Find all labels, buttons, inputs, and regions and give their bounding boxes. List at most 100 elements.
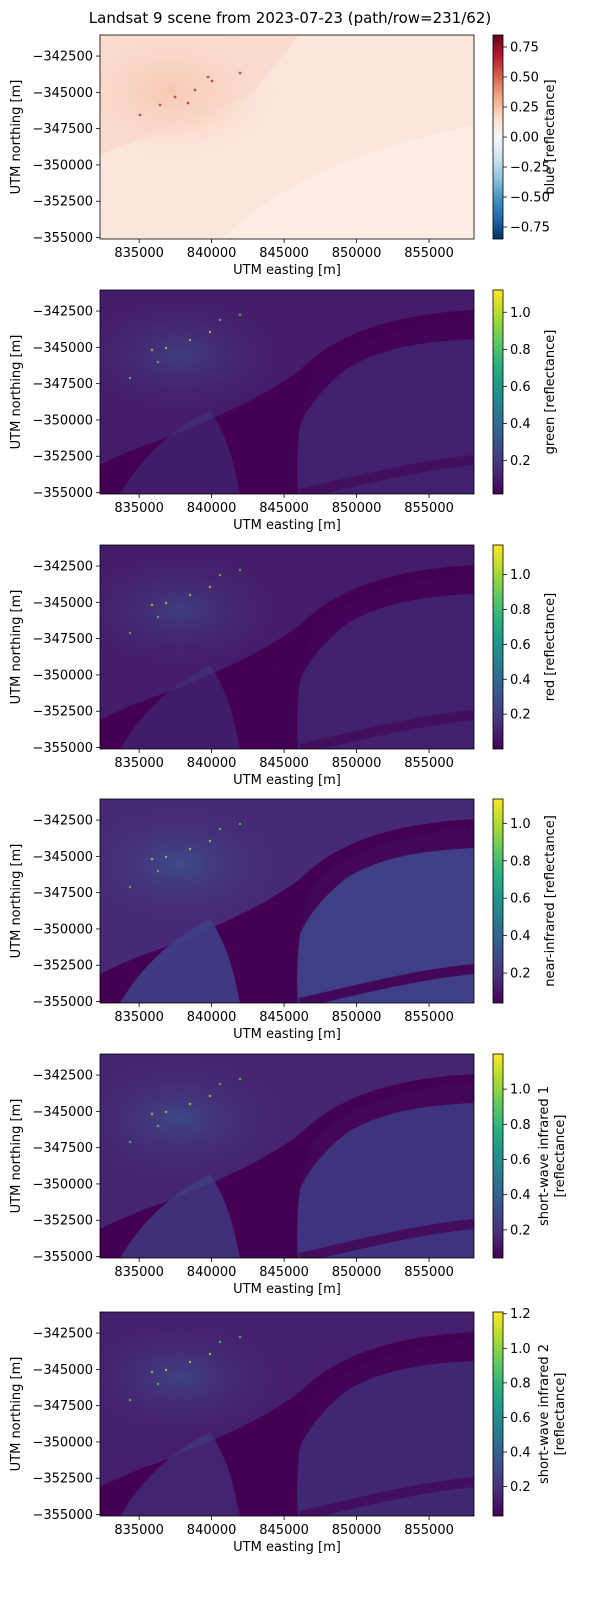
x-tick-label: 845000	[259, 1265, 309, 1280]
y-tick-label: −352500	[32, 195, 93, 210]
colorbar-tick-label: 0.2	[510, 708, 531, 723]
colorbar-tick-label: 0.8	[510, 1118, 531, 1133]
panel-4: 835000 840000 845000 850000 855000 −342500 −34…	[9, 798, 558, 1042]
x-tick-label: 840000	[187, 246, 237, 261]
heatmap-image	[100, 799, 474, 1003]
colorbar-label: green [reflectance]	[543, 330, 558, 455]
y-tick-label: −347500	[32, 1399, 93, 1414]
y-tick-label: −355000	[32, 741, 93, 756]
y-tick-label: −352500	[32, 959, 93, 974]
colorbar-tick-label: 0.6	[510, 892, 531, 907]
axes-frame	[99, 34, 475, 240]
y-tick-label: −347500	[32, 886, 93, 901]
colorbar-tick-label: 1.0	[510, 817, 531, 832]
y-axis-label: UTM northing [m]	[9, 1357, 24, 1472]
colorbar-label: [reflectance]	[553, 1115, 568, 1198]
colorbar-tick-label: 0.6	[510, 638, 531, 653]
colorbar-tick-label: 0.50	[510, 71, 539, 86]
x-tick-label: 840000	[187, 756, 237, 771]
colorbar-tick-label: 0.00	[510, 131, 539, 146]
x-tick-label: 850000	[332, 1523, 382, 1538]
y-tick-label: −352500	[32, 450, 93, 465]
y-axis-label: UTM northing [m]	[9, 844, 24, 959]
y-tick-label: −345000	[32, 1105, 93, 1120]
x-tick-label: 845000	[259, 1523, 309, 1538]
heatmap-image	[100, 545, 474, 749]
x-tick-label: 840000	[187, 1523, 237, 1538]
y-tick-label: −350000	[32, 922, 93, 937]
heatmap-image	[100, 35, 474, 239]
colorbar-label: blue [reflectance]	[543, 79, 558, 194]
x-tick-label: 850000	[332, 1265, 382, 1280]
colorbar-tick-label: 0.2	[510, 1223, 531, 1238]
colorbar-tick-label: 0.4	[510, 673, 531, 688]
x-tick-label: 835000	[114, 1010, 164, 1025]
colorbar-tick-label: 0.8	[510, 343, 531, 358]
colorbar-tick-label: −0.75	[510, 221, 550, 236]
colorbar	[492, 1311, 504, 1517]
x-tick-label: 845000	[259, 246, 309, 261]
y-tick-label: −350000	[32, 158, 93, 173]
heatmap-image	[100, 290, 474, 494]
panel-3: 835000 840000 845000 850000 855000 −342500 −34…	[9, 544, 558, 788]
y-tick-label: −350000	[32, 668, 93, 683]
colorbar-tick-label: −0.50	[510, 191, 550, 206]
y-tick-label: −355000	[32, 1250, 93, 1265]
colorbar-tick-label: 0.2	[510, 454, 531, 469]
colorbar-tick-label: 0.4	[510, 417, 531, 432]
colorbar-tick-label: 0.75	[510, 41, 539, 56]
x-axis-label: UTM easting [m]	[233, 1540, 341, 1555]
panel-6: 835000 840000 845000 850000 855000 −342500 −34…	[9, 1307, 568, 1555]
axes-frame	[99, 798, 475, 1004]
y-tick-label: −342500	[32, 814, 93, 829]
y-axis-label: UTM northing [m]	[9, 335, 24, 450]
x-tick-label: 845000	[259, 501, 309, 516]
colorbar-label: short-wave infrared 2	[537, 1344, 552, 1484]
y-tick-label: −355000	[32, 231, 93, 246]
y-axis-label: UTM northing [m]	[9, 590, 24, 705]
colorbar-tick-label: 0.4	[510, 1188, 531, 1203]
y-tick-label: −355000	[32, 1508, 93, 1523]
axes-frame	[99, 1311, 475, 1517]
y-tick-label: −350000	[32, 413, 93, 428]
panel-1: 835000 840000 845000 850000 855000 −342500 −34…	[9, 34, 558, 278]
colorbar-tick-label: 0.6	[510, 1411, 531, 1426]
colorbar-tick-label: 0.2	[510, 1480, 531, 1495]
x-tick-label: 835000	[114, 1523, 164, 1538]
x-tick-label: 835000	[114, 1265, 164, 1280]
x-tick-label: 855000	[404, 501, 454, 516]
colorbar	[492, 289, 504, 495]
colorbar-tick-label: 1.0	[510, 1083, 531, 1098]
x-tick-label: 840000	[187, 1265, 237, 1280]
x-tick-label: 855000	[404, 756, 454, 771]
x-axis-label: UTM easting [m]	[233, 263, 341, 278]
colorbar-tick-label: 0.25	[510, 101, 539, 116]
heatmap-image	[100, 1054, 474, 1258]
y-tick-label: −347500	[32, 377, 93, 392]
x-axis-label: UTM easting [m]	[233, 1027, 341, 1042]
colorbar-tick-label: 0.8	[510, 603, 531, 618]
x-axis-label: UTM easting [m]	[233, 773, 341, 788]
colorbar	[492, 1053, 504, 1259]
colorbar-tick-label: 1.0	[510, 568, 531, 583]
y-tick-label: −342500	[32, 1069, 93, 1084]
colorbar-label: short-wave infrared 1	[537, 1086, 552, 1226]
y-tick-label: −350000	[32, 1435, 93, 1450]
y-tick-label: −345000	[32, 850, 93, 865]
colorbar-label: red [reflectance]	[543, 593, 558, 701]
colorbar-tick-label: 0.6	[510, 1153, 531, 1168]
x-tick-label: 840000	[187, 1010, 237, 1025]
x-tick-label: 835000	[114, 246, 164, 261]
y-tick-label: −345000	[32, 1363, 93, 1378]
axes-frame	[99, 544, 475, 750]
colorbar-label: [reflectance]	[553, 1373, 568, 1456]
x-tick-label: 850000	[332, 1010, 382, 1025]
colorbar-tick-label: 1.0	[510, 1342, 531, 1357]
colorbar	[492, 544, 504, 750]
x-tick-label: 850000	[332, 756, 382, 771]
x-tick-label: 845000	[259, 756, 309, 771]
x-tick-label: 850000	[332, 501, 382, 516]
colorbar-tick-label: 0.8	[510, 854, 531, 869]
colorbar	[492, 34, 504, 240]
y-tick-label: −342500	[32, 50, 93, 65]
